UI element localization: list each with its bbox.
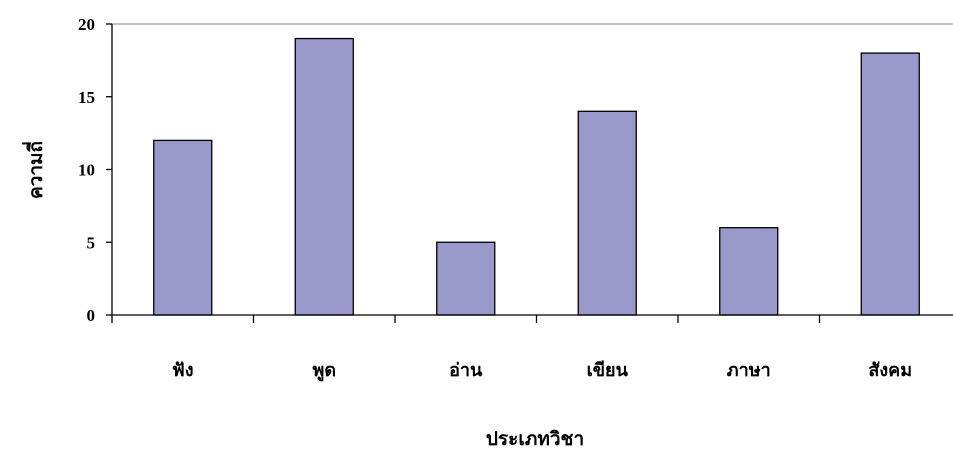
y-tick-label: 5 (87, 233, 96, 252)
x-category-label: เขียน (587, 360, 629, 381)
bar (436, 241, 496, 316)
x-category-label: ภาษา (727, 360, 771, 381)
y-tick-label: 15 (78, 88, 95, 107)
x-category-label: อ่าน (449, 360, 483, 381)
bar (577, 110, 637, 316)
x-category-label: พูด (312, 360, 336, 382)
plot-area: 0 5 10 15 20 ฟัง พูด อ่าน เขียน ภาษา สังคม (78, 15, 953, 382)
bar (153, 139, 213, 316)
y-axis-title: ความถี่ (22, 141, 47, 199)
y-tick-label: 10 (78, 161, 95, 180)
bar (860, 52, 920, 316)
y-tick-label: 0 (87, 306, 96, 325)
x-category-label: ฟัง (172, 360, 194, 381)
y-tick-label: 20 (78, 15, 95, 34)
bar (294, 37, 354, 316)
x-category-label: สังคม (868, 360, 912, 381)
x-axis-title: ประเภทวิชา (486, 428, 584, 450)
bar (719, 227, 779, 316)
